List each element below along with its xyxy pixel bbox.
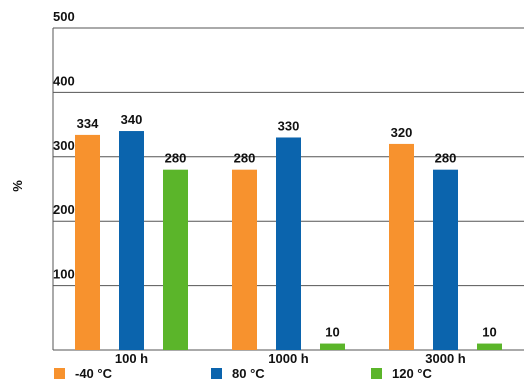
bar: [389, 143, 414, 350]
data-label: 10: [325, 325, 339, 340]
y-tick-label: 500: [53, 9, 75, 24]
legend-label: -40 °C: [75, 366, 112, 381]
bar: [433, 169, 458, 350]
bar: [477, 343, 502, 350]
data-label: 340: [121, 112, 143, 127]
legend-item-minus40: -40 °C: [54, 366, 112, 381]
data-label: 10: [482, 325, 496, 340]
data-label: 280: [234, 151, 256, 166]
bars: [75, 131, 502, 350]
data-label: 334: [77, 116, 99, 131]
bar: [276, 137, 301, 350]
y-tick-label: 300: [53, 138, 75, 153]
bar-chart: 100 200 300 400 500 100 h 1000 h 3000 h 334 340 2…: [10, 9, 524, 366]
bar: [320, 343, 345, 350]
y-tick-label: 200: [53, 202, 75, 217]
bar: [232, 169, 257, 350]
x-category-label: 100 h: [115, 351, 148, 366]
data-label: 280: [435, 151, 457, 166]
legend-swatch-minus40: [54, 368, 65, 379]
legend-item-80: 80 °C: [211, 366, 265, 381]
y-tick-label: 400: [53, 73, 75, 88]
axes: 100 200 300 400 500 100 h 1000 h 3000 h: [52, 9, 524, 366]
bar: [119, 131, 144, 350]
bar: [75, 134, 100, 350]
data-label: 320: [391, 125, 413, 140]
y-axis-title: %: [10, 180, 25, 192]
x-category-label: 1000 h: [268, 351, 309, 366]
legend-swatch-120: [371, 368, 382, 379]
x-category-label: 3000 h: [425, 351, 466, 366]
legend-swatch-80: [211, 368, 222, 379]
bar: [163, 169, 188, 350]
data-labels: 334 340 280 280 330 10 320 280 10: [77, 112, 497, 340]
legend: -40 °C 80 °C 120 °C: [0, 366, 526, 386]
data-label: 330: [278, 118, 300, 133]
legend-label: 80 °C: [232, 366, 265, 381]
legend-label: 120 °C: [392, 366, 432, 381]
y-tick-label: 100: [53, 267, 75, 282]
legend-item-120: 120 °C: [371, 366, 432, 381]
data-label: 280: [165, 151, 187, 166]
